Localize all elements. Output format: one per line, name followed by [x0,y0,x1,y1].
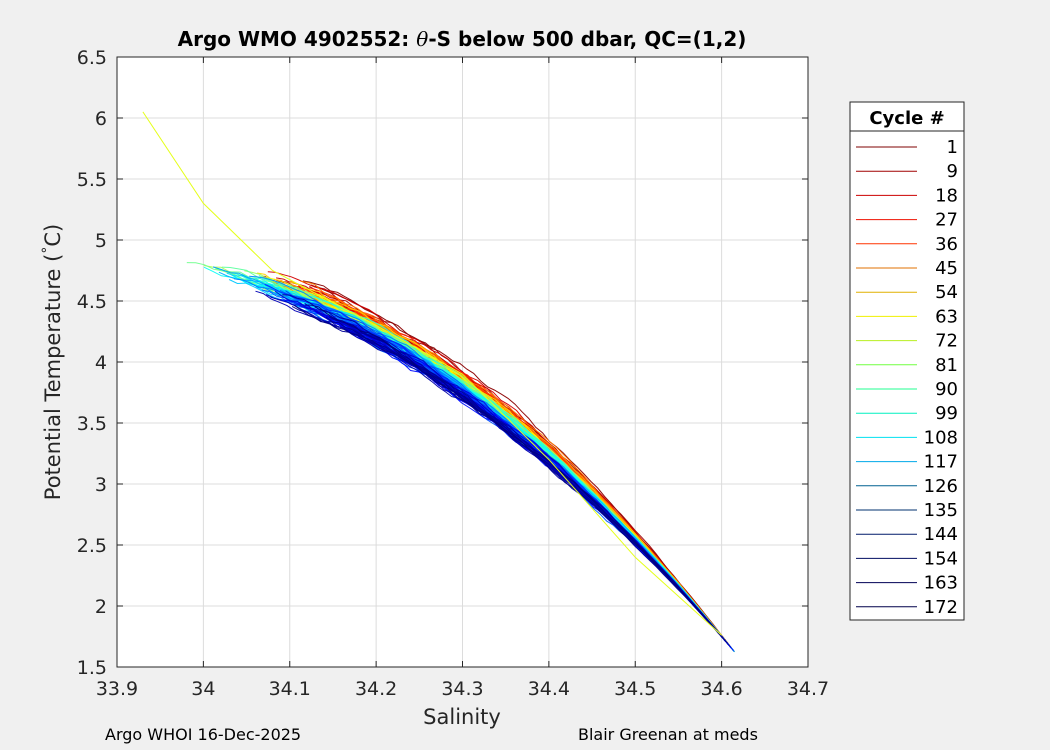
legend-entry-label: 144 [924,524,958,545]
x-tick-label: 34.2 [355,678,397,700]
legend-entry-label: 172 [924,597,958,618]
x-tick-label: 34.4 [528,678,570,700]
y-tick-label: 3 [95,474,107,496]
legend-entry-label: 126 [924,476,958,497]
legend-entry-label: 81 [935,355,958,376]
legend-entry-label: 117 [924,452,958,473]
legend-entry-label: 163 [924,573,958,594]
y-tick-label: 6.5 [77,47,107,69]
y-tick-label: 2.5 [77,535,107,557]
legend-entry-label: 27 [935,210,958,231]
x-tick-label: 34 [191,678,215,700]
legend-entry-label: 9 [947,161,958,182]
y-tick-label: 5 [95,230,107,252]
chart-title: Argo WMO 4902552: θ-S below 500 dbar, QC… [178,27,747,51]
legend-entry-label: 90 [935,379,958,400]
legend-entry-label: 45 [935,258,958,279]
legend-items: 1 9 18 27 36 45 54 63 72 81 90 99 108 117 126 135 144 154… [856,137,958,618]
x-tick-label: 34.7 [787,678,829,700]
x-axis-ticks: 33.9 34 34.1 34.2 34.3 34.4 34.5 34.6 34.7 [96,57,829,700]
y-tick-label: 4 [95,352,107,374]
y-tick-label: 4.5 [77,291,107,313]
y-axis-label: Potential Temperature (°C) [40,224,65,500]
legend: Cycle # 19182736455463728190991081171261… [849,101,965,621]
legend-entry-label: 108 [924,427,958,448]
legend-entry-label: 154 [924,548,958,569]
profile-lines [142,111,735,653]
y-tick-label: 3.5 [77,413,107,435]
x-tick-label: 33.9 [96,678,138,700]
y-tick-label: 6 [95,108,107,130]
profile-line-outlier [142,111,722,636]
y-tick-label: 2 [95,596,107,618]
x-axis-label: Salinity [423,705,501,729]
legend-entry-label: 63 [935,306,958,327]
legend-entry-label: 36 [935,234,958,255]
x-tick-label: 34.3 [441,678,483,700]
y-tick-label: 5.5 [77,169,107,191]
x-tick-label: 34.5 [614,678,656,700]
legend-box [849,101,965,621]
x-tick-label: 34.1 [269,678,311,700]
legend-entry-label: 135 [924,500,958,521]
profile-line [289,280,732,648]
y-tick-label: 1.5 [77,657,107,679]
legend-entry-label: 18 [935,185,958,206]
x-tick-label: 34.6 [700,678,742,700]
profile-line [304,304,721,636]
profile-line [293,304,722,637]
legend-title: Cycle # [869,108,944,129]
legend-entry-label: 54 [935,282,958,303]
legend-entry-label: 1 [947,137,958,158]
y-axis-ticks: 1.5 2 2.5 3 3.5 4 4.5 5 5.5 6 6.5 [77,47,808,679]
legend-entry-label: 72 [935,331,958,352]
legend-entry-label: 99 [935,403,958,424]
plot-area: 33.9 34 34.1 34.2 34.3 34.4 34.5 34.6 34.7 1.522… [77,47,829,700]
footer-left-credit: Argo WHOI 16-Dec-2025 [105,725,302,744]
footer-right-credit: Blair Greenan at meds [578,725,758,744]
